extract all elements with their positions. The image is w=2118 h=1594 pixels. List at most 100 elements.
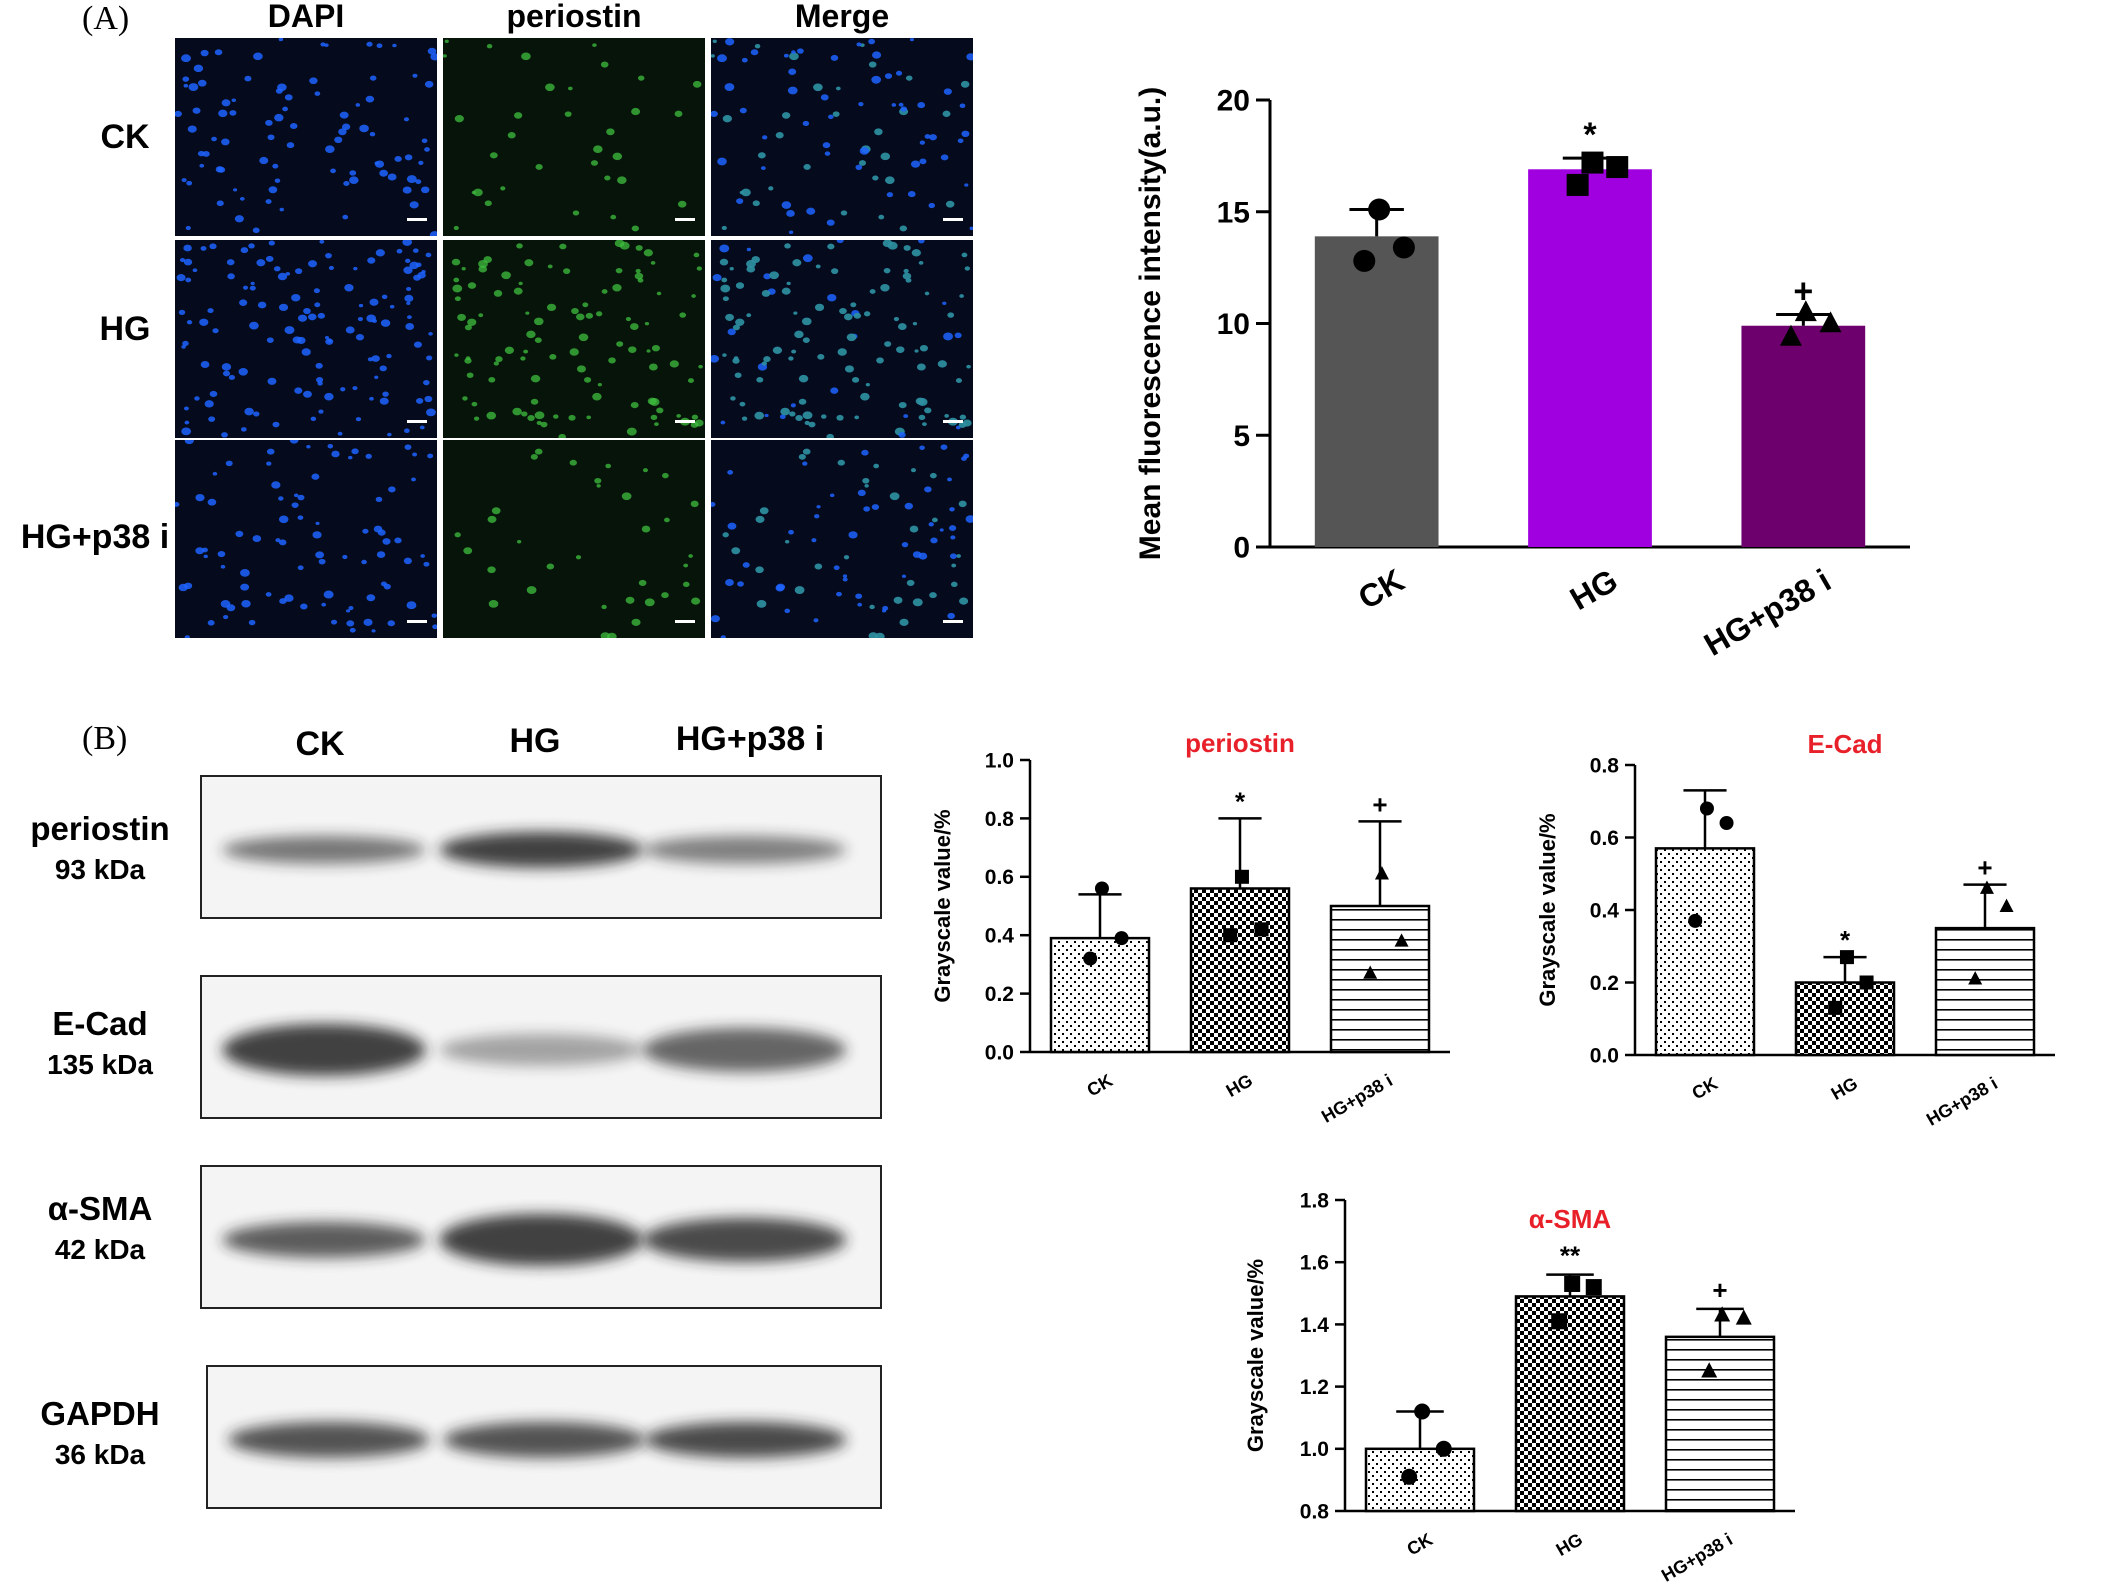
category-label: HG: [1553, 1529, 1586, 1560]
y-tick-label: 5: [1233, 420, 1250, 453]
data-point: [1353, 249, 1376, 272]
data-point: [1968, 971, 1983, 985]
blot-label-periostin: periostin 93 kDa: [10, 810, 190, 886]
y-tick-label: 1.2: [1300, 1376, 1329, 1399]
y-tick-label: 1.6: [1300, 1252, 1329, 1275]
y-tick-label: 0.8: [1300, 1500, 1330, 1523]
bar: [1528, 169, 1652, 547]
data-point: [1819, 311, 1842, 333]
blot-name: periostin: [30, 810, 170, 847]
blot-name: E-Cad: [52, 1005, 148, 1042]
micrograph-periostin: [443, 240, 705, 438]
y-tick-label: 0.8: [1590, 754, 1620, 777]
bar: [1364, 1447, 1476, 1513]
bar: [1934, 926, 2036, 1057]
data-point: [1859, 975, 1874, 990]
chart-title: α-SMA: [1529, 1204, 1612, 1234]
y-tick-label: 0.6: [985, 866, 1014, 889]
data-point: [1828, 1000, 1843, 1015]
significance-mark: +: [1712, 1275, 1727, 1305]
chart-title: periostin: [1185, 728, 1295, 758]
micrograph-periostin: [443, 440, 705, 638]
data-point: [1114, 931, 1129, 946]
y-axis-label: Grayscale value/%: [1535, 813, 1560, 1006]
y-tick-label: 0.2: [985, 983, 1014, 1006]
chart-title: E-Cad: [1807, 729, 1882, 759]
blot-periostin: [200, 775, 882, 919]
data-point: [1581, 151, 1604, 174]
data-point: [1374, 866, 1389, 880]
blot-name: α-SMA: [47, 1190, 153, 1227]
significance-mark: *: [1840, 925, 1851, 955]
micrograph-merge: [711, 38, 973, 236]
data-point: [1701, 1362, 1718, 1378]
blot-kda: 135 kDa: [47, 1049, 153, 1080]
data-point: [1564, 1275, 1581, 1292]
lane-header-hg-p38: HG+p38 i: [675, 720, 825, 758]
micrograph-dapi: [175, 240, 437, 438]
significance-mark: +: [1372, 789, 1387, 819]
data-point: [1999, 898, 2014, 912]
blot-ecad: [200, 975, 882, 1119]
data-point: [1735, 1309, 1752, 1325]
row-header-ck: CK: [100, 118, 150, 156]
y-tick-label: 0.4: [985, 925, 1015, 948]
significance-mark: +: [1793, 273, 1813, 311]
y-tick-label: 1.0: [985, 749, 1014, 772]
y-tick-label: 0.8: [985, 808, 1015, 831]
column-header-dapi: DAPI: [267, 0, 345, 34]
data-point: [1094, 881, 1109, 896]
data-point: [1839, 950, 1854, 965]
blot-kda: 36 kDa: [54, 1439, 146, 1470]
ecad-grayscale-chart: 0.0 0.2 0.4 0.6 0.8 Grayscale value/% E-Cad CK *…: [1535, 729, 2055, 1130]
data-point: [1394, 933, 1409, 947]
data-point: [1414, 1403, 1431, 1420]
data-point: [1368, 198, 1391, 221]
category-label: HG+p38 i: [1923, 1073, 2001, 1130]
bar: [1741, 325, 1866, 547]
y-tick-label: 0.0: [985, 1041, 1014, 1064]
micrograph-merge: [711, 240, 973, 438]
y-tick-label: 15: [1217, 196, 1250, 229]
row-header-hg-p38: HG+p38 i: [20, 518, 170, 556]
y-tick-label: 0.6: [1590, 827, 1619, 850]
asma-grayscale-chart: 0.8 1.0 1.2 1.4 1.6 1.8 Grayscale value/% α-SMA…: [1243, 1189, 1795, 1586]
y-tick-label: 0.2: [1590, 972, 1619, 995]
bar: [1329, 904, 1431, 1054]
blot-label-ecad: E-Cad 135 kDa: [10, 1005, 190, 1081]
data-point: [1719, 816, 1734, 830]
significance-mark: *: [1583, 116, 1597, 154]
data-point: [1688, 913, 1703, 928]
data-point: [1551, 1313, 1568, 1330]
y-axis-label: Grayscale value/%: [930, 809, 955, 1002]
category-label: HG: [1564, 562, 1624, 617]
data-point: [1979, 880, 1994, 894]
category-label: CK: [1083, 1070, 1116, 1100]
y-tick-label: 1.8: [1300, 1189, 1330, 1212]
bar: [1189, 887, 1291, 1054]
blot-label-asma: α-SMA 42 kDa: [10, 1190, 190, 1266]
blot-name: GAPDH: [40, 1395, 160, 1432]
y-tick-label: 1.4: [1300, 1314, 1330, 1337]
data-point: [1234, 869, 1249, 884]
category-label: HG+p38 i: [1658, 1529, 1736, 1586]
y-tick-label: 20: [1217, 85, 1250, 118]
significance-mark: *: [1235, 786, 1246, 816]
bar: [1049, 936, 1151, 1054]
data-point: [1401, 1468, 1418, 1485]
category-label: HG+p38 i: [1318, 1070, 1396, 1127]
significance-mark: **: [1560, 1241, 1581, 1271]
data-point: [1223, 928, 1238, 943]
y-tick-label: 0: [1233, 532, 1250, 565]
category-label: HG: [1223, 1070, 1256, 1101]
data-point: [1566, 173, 1589, 196]
y-tick-label: 0.4: [1590, 899, 1620, 922]
blot-kda: 42 kDa: [54, 1234, 146, 1265]
category-label: HG+p38 i: [1698, 562, 1837, 663]
data-point: [1435, 1440, 1452, 1457]
bar: [1314, 236, 1439, 547]
y-tick-label: 10: [1217, 308, 1250, 341]
blot-gapdh: [206, 1365, 882, 1509]
lane-header-hg: HG: [509, 722, 561, 760]
micrograph-dapi: [175, 440, 437, 638]
